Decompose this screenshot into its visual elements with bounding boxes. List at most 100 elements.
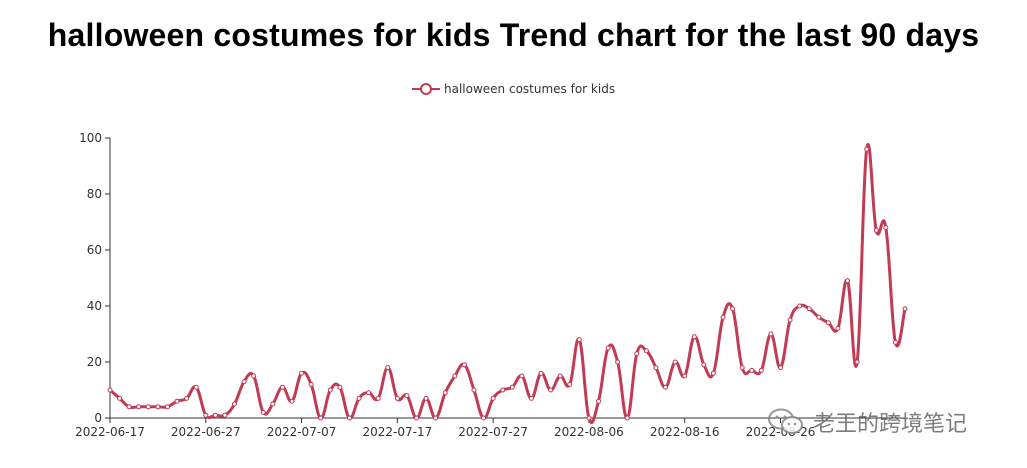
data-point[interactable]: [758, 367, 764, 373]
data-point[interactable]: [624, 415, 630, 421]
data-point[interactable]: [634, 351, 640, 357]
data-point[interactable]: [528, 395, 534, 401]
data-point[interactable]: [509, 384, 515, 390]
data-point[interactable]: [500, 387, 506, 393]
data-point[interactable]: [816, 314, 822, 320]
data-point[interactable]: [576, 337, 582, 343]
data-point[interactable]: [883, 225, 889, 231]
data-point[interactable]: [241, 379, 247, 385]
x-tick-label: 2022-08-06: [554, 425, 624, 439]
data-point[interactable]: [825, 320, 831, 326]
data-point[interactable]: [318, 415, 324, 421]
legend-label: halloween costumes for kids: [444, 82, 616, 96]
data-point[interactable]: [155, 404, 161, 410]
data-point[interactable]: [643, 348, 649, 354]
data-point[interactable]: [174, 398, 180, 404]
data-point[interactable]: [279, 384, 285, 390]
data-point[interactable]: [835, 325, 841, 331]
data-point[interactable]: [203, 412, 209, 418]
legend-line-marker-icon: [412, 83, 440, 95]
y-tick-label: 100: [79, 131, 102, 145]
data-point[interactable]: [595, 398, 601, 404]
series-line: [109, 143, 907, 425]
x-axis: 2022-06-17 2022-06-27 2022-07-07 2022-07-17…: [75, 417, 906, 439]
data-point[interactable]: [557, 373, 563, 379]
data-point[interactable]: [117, 395, 123, 401]
data-point[interactable]: [193, 384, 199, 390]
data-point[interactable]: [270, 401, 276, 407]
data-point[interactable]: [212, 412, 218, 418]
data-point[interactable]: [433, 415, 439, 421]
data-point[interactable]: [136, 404, 142, 410]
data-point[interactable]: [107, 387, 113, 393]
data-point[interactable]: [327, 387, 333, 393]
data-point[interactable]: [701, 362, 707, 368]
data-point[interactable]: [414, 415, 420, 421]
data-point[interactable]: [672, 359, 678, 365]
data-point[interactable]: [739, 365, 745, 371]
data-point[interactable]: [308, 381, 314, 387]
data-point[interactable]: [797, 303, 803, 309]
data-point[interactable]: [394, 395, 400, 401]
data-point[interactable]: [452, 373, 458, 379]
data-point[interactable]: [299, 370, 305, 376]
data-point[interactable]: [519, 373, 525, 379]
data-point[interactable]: [873, 227, 879, 233]
data-point[interactable]: [366, 390, 372, 396]
data-point[interactable]: [385, 365, 391, 371]
data-point[interactable]: [251, 373, 257, 379]
x-tick-label: 2022-06-17: [75, 425, 145, 439]
legend[interactable]: halloween costumes for kids: [412, 80, 615, 98]
data-point[interactable]: [232, 401, 238, 407]
data-point[interactable]: [730, 306, 736, 312]
data-point[interactable]: [346, 415, 352, 421]
data-point[interactable]: [337, 384, 343, 390]
data-point[interactable]: [845, 278, 851, 284]
data-point[interactable]: [682, 373, 688, 379]
data-point[interactable]: [442, 390, 448, 396]
y-tick-label: 20: [87, 355, 102, 369]
data-point[interactable]: [777, 365, 783, 371]
data-point[interactable]: [902, 306, 908, 312]
data-point[interactable]: [164, 404, 170, 410]
data-point[interactable]: [184, 395, 190, 401]
data-point[interactable]: [471, 387, 477, 393]
data-point[interactable]: [854, 359, 860, 365]
data-point[interactable]: [663, 384, 669, 390]
data-point[interactable]: [548, 387, 554, 393]
data-point[interactable]: [145, 404, 151, 410]
data-point[interactable]: [787, 317, 793, 323]
data-point[interactable]: [892, 339, 898, 345]
data-point[interactable]: [404, 393, 410, 399]
data-point[interactable]: [461, 362, 467, 368]
y-tick-label: 40: [87, 299, 102, 313]
x-tick-label: 2022-07-27: [458, 425, 528, 439]
data-point[interactable]: [768, 331, 774, 337]
data-point[interactable]: [490, 395, 496, 401]
data-point[interactable]: [720, 314, 726, 320]
data-point[interactable]: [605, 345, 611, 351]
y-axis: 0 20 40 60 80 100: [79, 131, 111, 425]
data-point[interactable]: [749, 367, 755, 373]
data-point[interactable]: [653, 365, 659, 371]
data-point[interactable]: [126, 404, 132, 410]
data-point[interactable]: [710, 370, 716, 376]
data-point[interactable]: [567, 381, 573, 387]
data-point[interactable]: [375, 395, 381, 401]
watermark-text: 老王的跨境笔记: [813, 412, 968, 437]
data-point[interactable]: [615, 359, 621, 365]
data-point[interactable]: [806, 306, 812, 312]
data-point[interactable]: [260, 409, 266, 415]
data-point[interactable]: [691, 334, 697, 340]
data-point[interactable]: [586, 415, 592, 421]
x-tick-label: 2022-08-16: [650, 425, 720, 439]
data-point[interactable]: [222, 412, 228, 418]
data-point[interactable]: [538, 370, 544, 376]
data-point[interactable]: [289, 398, 295, 404]
data-point[interactable]: [864, 146, 870, 152]
y-tick-label: 80: [87, 187, 102, 201]
data-point[interactable]: [481, 415, 487, 421]
data-point[interactable]: [423, 395, 429, 401]
data-point[interactable]: [356, 395, 362, 401]
